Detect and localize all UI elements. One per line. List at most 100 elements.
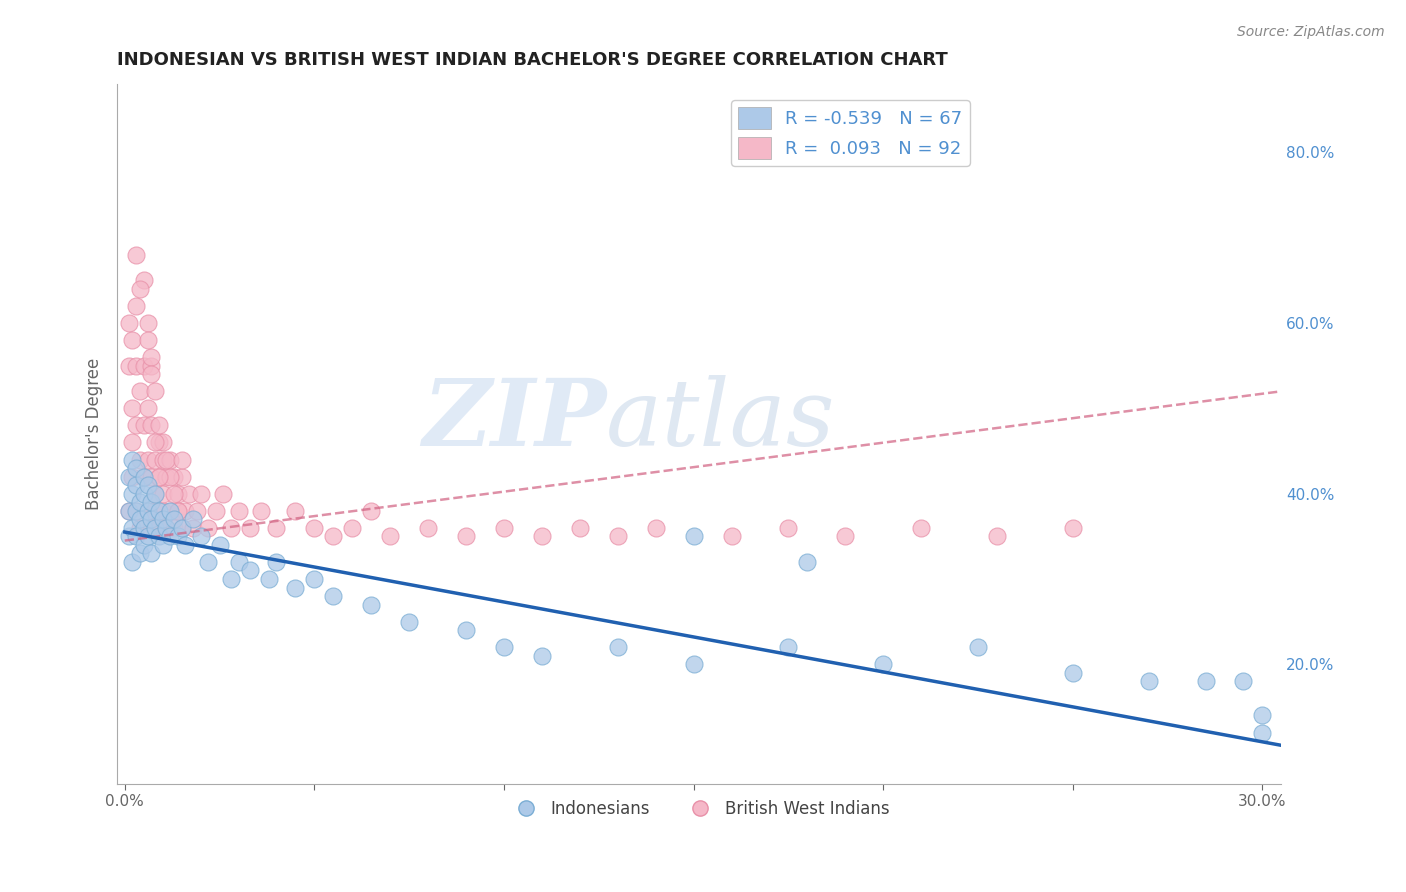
Point — [141, 521, 163, 535]
Point — [250, 504, 273, 518]
Point — [530, 648, 553, 663]
Point — [1194, 674, 1216, 689]
Point — [129, 282, 152, 296]
Point — [1062, 665, 1084, 680]
Point — [159, 504, 181, 518]
Point — [136, 478, 159, 492]
Point — [143, 486, 166, 500]
Point — [129, 512, 152, 526]
Point — [967, 640, 990, 655]
Point — [342, 521, 364, 535]
Point — [163, 486, 186, 500]
Point — [141, 469, 163, 483]
Point — [380, 529, 402, 543]
Point — [163, 521, 186, 535]
Text: ZIP: ZIP — [422, 375, 606, 465]
Point — [143, 435, 166, 450]
Point — [141, 359, 163, 373]
Point — [170, 452, 193, 467]
Point — [121, 333, 143, 347]
Point — [834, 529, 856, 543]
Point — [163, 469, 186, 483]
Point — [778, 640, 800, 655]
Point — [1137, 674, 1160, 689]
Point — [155, 452, 177, 467]
Point — [228, 504, 250, 518]
Point — [125, 478, 148, 492]
Point — [872, 657, 894, 672]
Point — [174, 538, 197, 552]
Point — [121, 435, 143, 450]
Point — [159, 504, 181, 518]
Point — [208, 538, 231, 552]
Point — [152, 452, 174, 467]
Point — [152, 504, 174, 518]
Point — [136, 452, 159, 467]
Point — [125, 299, 148, 313]
Text: Source: ZipAtlas.com: Source: ZipAtlas.com — [1237, 25, 1385, 39]
Point — [148, 469, 170, 483]
Point — [117, 316, 139, 330]
Point — [121, 521, 143, 535]
Point — [129, 384, 152, 399]
Point — [136, 529, 159, 543]
Point — [606, 529, 628, 543]
Point — [304, 572, 326, 586]
Point — [132, 521, 155, 535]
Point — [266, 521, 288, 535]
Point — [322, 589, 344, 603]
Text: atlas: atlas — [606, 375, 835, 465]
Point — [239, 564, 262, 578]
Point — [141, 350, 163, 364]
Point — [155, 521, 177, 535]
Point — [219, 521, 242, 535]
Point — [152, 512, 174, 526]
Point — [159, 452, 181, 467]
Point — [132, 469, 155, 483]
Point — [167, 504, 190, 518]
Point — [796, 555, 818, 569]
Point — [141, 418, 163, 433]
Point — [284, 581, 307, 595]
Point — [125, 529, 148, 543]
Point — [492, 640, 515, 655]
Point — [284, 504, 307, 518]
Point — [418, 521, 440, 535]
Point — [910, 521, 932, 535]
Point — [530, 529, 553, 543]
Point — [148, 418, 170, 433]
Point — [159, 469, 181, 483]
Point — [129, 495, 152, 509]
Point — [121, 555, 143, 569]
Point — [141, 546, 163, 560]
Point — [322, 529, 344, 543]
Point — [143, 521, 166, 535]
Point — [568, 521, 591, 535]
Point — [266, 555, 288, 569]
Point — [1062, 521, 1084, 535]
Point — [132, 469, 155, 483]
Point — [1251, 708, 1274, 723]
Point — [121, 452, 143, 467]
Point — [129, 521, 152, 535]
Point — [152, 486, 174, 500]
Point — [167, 529, 190, 543]
Point — [121, 469, 143, 483]
Point — [125, 504, 148, 518]
Point — [257, 572, 280, 586]
Point — [143, 384, 166, 399]
Point — [141, 512, 163, 526]
Point — [132, 418, 155, 433]
Point — [190, 529, 212, 543]
Point — [170, 469, 193, 483]
Point — [121, 401, 143, 416]
Point — [778, 521, 800, 535]
Point — [197, 521, 219, 535]
Point — [682, 529, 704, 543]
Point — [492, 521, 515, 535]
Point — [239, 521, 262, 535]
Point — [129, 452, 152, 467]
Point — [682, 657, 704, 672]
Point — [204, 504, 226, 518]
Text: INDONESIAN VS BRITISH WEST INDIAN BACHELOR'S DEGREE CORRELATION CHART: INDONESIAN VS BRITISH WEST INDIAN BACHEL… — [117, 51, 948, 69]
